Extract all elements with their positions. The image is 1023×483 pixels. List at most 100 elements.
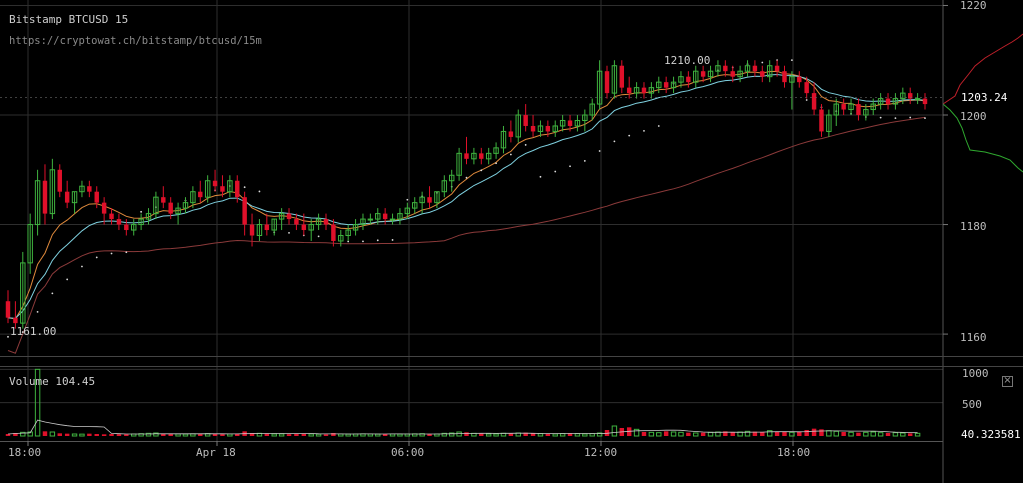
volume-bar-up [20,431,26,437]
candle-body-up [315,218,322,226]
indicator-dot [51,292,54,295]
candle-body-up [175,207,181,215]
volume-bar-up [227,433,233,437]
indicator-dot [524,144,527,146]
candle-body-down [760,71,765,77]
low-price-label: 1161.00 [10,325,56,338]
candle-body-down [87,186,92,192]
chart-url[interactable]: https://cryptowat.ch/bitstamp/btcusd/15m [9,35,262,47]
volume-bar-down [101,434,107,436]
volume-bar-up [500,432,507,437]
current-price-label: 1203.24 [961,91,1008,104]
indicator-dot [7,335,9,338]
volume-bar-down [5,434,11,436]
indicator-dot [924,117,926,120]
volume-bar-up [441,432,448,437]
volume-bar-up [914,432,921,437]
candle-body-down [294,219,299,225]
candle-body-down [94,191,99,203]
candlestick-series [0,60,943,329]
volume-bar-down [301,433,307,436]
volume-bar-up [670,431,677,437]
volume-bar-up [375,433,381,437]
candle-body-up [404,207,411,215]
candle-body-up [670,81,677,89]
indicator-dot [480,169,483,172]
candle-body-up [412,202,418,209]
candle-body-up [833,103,839,116]
volume-bar-down [331,433,336,436]
indicator-dot [125,251,128,254]
candle-body-up [360,218,366,226]
volume-bar-up [278,433,285,437]
x-tick-label: 12:00 [584,446,617,459]
volume-bar-down [885,433,891,436]
indicator-dot [288,231,290,234]
candle-body-up [34,180,41,226]
candle-body-down [382,213,388,220]
candle-body-down [198,191,203,198]
volume-panel-title: Volume 104.45 [9,375,95,388]
candle-body-up [79,185,85,193]
candle-body-up [582,114,588,121]
indicator-dot [243,186,246,189]
volume-bar-up [589,433,595,437]
volume-bar-up [537,433,544,437]
candle-body-down [804,82,809,94]
current-volume-label: 40.323581 [961,428,1021,441]
volume-series [5,368,921,437]
volume-bar-down [508,433,514,436]
volume-bar-down [87,433,92,436]
candle-body-down [730,71,735,77]
close-volume-panel-button[interactable]: × [1002,376,1013,387]
candle-body-down [427,197,432,203]
candle-body-down [782,71,787,83]
y-tick-label: 1200 [960,110,987,123]
volume-bar-up [582,433,588,437]
indicator-dot [140,210,143,213]
volume-bar-down [700,432,706,436]
volume-bar-down [94,434,99,436]
volume-bar-up [485,433,492,437]
candle-body-up [863,109,869,116]
volume-bar-up [79,433,85,437]
candle-body-up [678,76,684,83]
candle-body-down [301,224,307,231]
volume-bar-up [397,433,403,437]
candle-body-up [130,224,137,231]
volume-average-line [7,419,918,435]
volume-bar-up [678,431,684,437]
candle-body-up [145,213,152,220]
volume-bar-down [663,431,669,436]
candle-body-up [138,218,144,226]
candle-body-up [515,114,521,138]
candle-body-down [885,98,891,105]
volume-bar-down [109,434,114,436]
y-tick-label: 1160 [960,331,987,344]
volume-bar-down [427,434,432,436]
candle-body-down [841,104,846,110]
volume-bar-down [774,431,780,436]
volume-bar-down [286,434,292,436]
volume-bar-down [819,429,824,436]
candle-body-up [596,70,603,105]
candle-body-up [737,70,743,78]
indicator-dot [495,162,497,165]
candle-body-down [42,180,48,214]
candle-body-up [766,65,773,78]
candle-body-down [545,125,551,132]
volume-bar-down [752,431,758,436]
close-icon: × [1003,375,1012,386]
candle-body-down [508,131,514,137]
volume-bar-down [479,433,484,436]
candle-body-up [648,87,655,94]
volume-bar-up [345,433,351,437]
candle-body-up [27,224,33,264]
candle-body-up [633,87,640,94]
indicator-dot [628,134,631,137]
indicator-dot [539,175,542,178]
indicator-dot [643,129,645,132]
candle-body-up [900,92,906,100]
